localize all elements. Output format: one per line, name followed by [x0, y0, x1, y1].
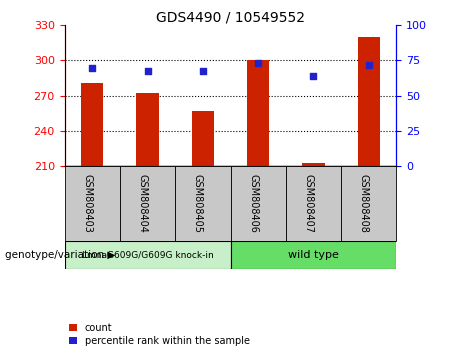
Text: GSM808406: GSM808406: [248, 174, 258, 233]
Text: GSM808405: GSM808405: [193, 174, 203, 233]
Bar: [192, 111, 214, 166]
Point: [89, 65, 96, 71]
Point: [310, 73, 317, 78]
Bar: [358, 36, 380, 166]
Bar: [286, 166, 341, 241]
Point: [199, 68, 207, 74]
Bar: [230, 166, 286, 241]
Text: LmnaG609G/G609G knock-in: LmnaG609G/G609G knock-in: [82, 250, 213, 259]
Text: genotype/variation ▶: genotype/variation ▶: [5, 250, 115, 260]
Bar: [120, 166, 175, 241]
Bar: [230, 241, 396, 269]
Bar: [341, 166, 396, 241]
Text: GDS4490 / 10549552: GDS4490 / 10549552: [156, 11, 305, 25]
Bar: [302, 163, 325, 166]
Point: [254, 60, 262, 65]
Bar: [81, 82, 103, 166]
Point: [144, 68, 151, 74]
Bar: [136, 93, 159, 166]
Text: wild type: wild type: [288, 250, 339, 260]
Bar: [175, 166, 230, 241]
Text: GSM808408: GSM808408: [359, 174, 369, 233]
Point: [365, 62, 372, 68]
Text: GSM808403: GSM808403: [82, 174, 92, 233]
Bar: [65, 166, 120, 241]
Text: GSM808407: GSM808407: [303, 174, 313, 233]
Legend: count, percentile rank within the sample: count, percentile rank within the sample: [70, 323, 250, 346]
Text: GSM808404: GSM808404: [137, 174, 148, 233]
Bar: [247, 60, 269, 166]
Bar: [65, 241, 230, 269]
